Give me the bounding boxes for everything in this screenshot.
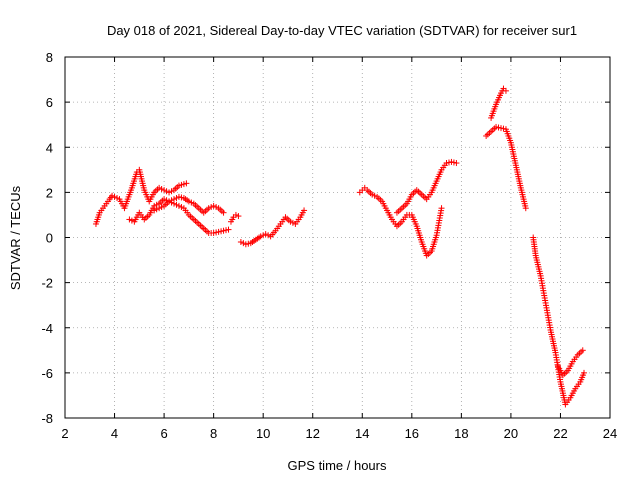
- chart-title: Day 018 of 2021, Sidereal Day-to-day VTE…: [107, 23, 577, 38]
- series-sat-e: [237, 207, 308, 248]
- data-point: [301, 207, 308, 214]
- y-tick-label: 4: [46, 140, 53, 155]
- y-tick-label: -2: [41, 276, 53, 291]
- data-point: [502, 87, 509, 94]
- x-tick-label: 20: [504, 426, 518, 441]
- y-tick-label: -8: [41, 411, 53, 426]
- series-sat-c: [151, 193, 227, 216]
- data-point: [225, 226, 232, 233]
- x-axis: 2 4 6 8 10 12 14 16 18 20 22 24: [61, 57, 617, 441]
- y-tick-label: 6: [46, 95, 53, 110]
- y-axis-label: SDTVAR / TECUs: [8, 185, 23, 290]
- y-tick-label: -4: [41, 321, 53, 336]
- series-sat-g: [393, 158, 460, 216]
- series-sat-a: [92, 166, 190, 227]
- y-tick-label: 8: [46, 50, 53, 65]
- grid-layer: [65, 57, 610, 418]
- x-axis-label: GPS time / hours: [288, 458, 387, 473]
- data-point: [453, 160, 460, 167]
- x-tick-label: 18: [454, 426, 468, 441]
- x-tick-label: 16: [405, 426, 419, 441]
- data-point: [183, 180, 190, 187]
- series-sat-h: [483, 123, 529, 212]
- data-point: [579, 347, 586, 354]
- x-tick-label: 22: [553, 426, 567, 441]
- y-axis: 8 6 4 2 0 -2 -4 -6 -8: [41, 50, 610, 426]
- x-tick-label: 12: [305, 426, 319, 441]
- data-marks: [92, 85, 587, 408]
- series-sat-f: [356, 184, 445, 259]
- data-point: [220, 209, 227, 216]
- series-sat-k: [554, 347, 586, 379]
- y-tick-label: 0: [46, 231, 53, 246]
- x-tick-label: 8: [210, 426, 217, 441]
- x-tick-label: 10: [256, 426, 270, 441]
- data-point: [580, 369, 587, 376]
- y-tick-label: -6: [41, 366, 53, 381]
- x-tick-label: 6: [160, 426, 167, 441]
- data-point: [438, 205, 445, 212]
- y-tick-label: 2: [46, 185, 53, 200]
- x-tick-label: 24: [603, 426, 617, 441]
- data-point: [522, 205, 529, 212]
- x-tick-label: 4: [111, 426, 118, 441]
- series-sat-d: [227, 211, 242, 225]
- x-tick-label: 2: [61, 426, 68, 441]
- x-tick-label: 14: [355, 426, 369, 441]
- series-sat-j: [530, 234, 587, 408]
- series-sat-i: [488, 85, 509, 121]
- series-sat-b: [126, 196, 232, 236]
- data-point: [235, 213, 242, 220]
